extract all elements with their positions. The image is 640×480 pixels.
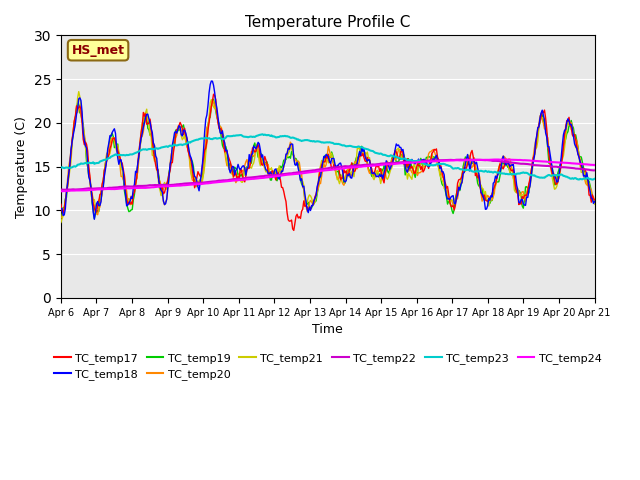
Line: TC_temp18: TC_temp18 <box>61 81 595 219</box>
TC_temp24 <box>543 159 550 165</box>
TC_temp19 <box>358 144 365 149</box>
TC_temp18 <box>57 205 65 211</box>
X-axis label: Time: Time <box>312 323 343 336</box>
TC_temp20 <box>451 200 458 206</box>
TC_temp19 <box>383 168 391 173</box>
TC_temp19 <box>591 201 598 206</box>
TC_temp23 <box>589 177 596 182</box>
TC_temp19 <box>284 155 292 161</box>
TC_temp23 <box>57 165 65 170</box>
TC_temp22 <box>451 157 458 163</box>
TC_temp23 <box>259 132 266 137</box>
TC_temp22 <box>356 162 364 168</box>
TC_temp24 <box>449 157 457 163</box>
TC_temp22 <box>57 187 65 192</box>
TC_temp19 <box>90 216 98 221</box>
TC_temp22 <box>383 160 390 166</box>
TC_temp22 <box>544 163 552 169</box>
Line: TC_temp19: TC_temp19 <box>61 99 595 218</box>
TC_temp18 <box>451 201 459 207</box>
TC_temp19 <box>544 147 552 153</box>
TC_temp17 <box>358 153 365 159</box>
TC_temp20 <box>591 198 598 204</box>
TC_temp18 <box>358 144 365 150</box>
TC_temp24 <box>381 161 389 167</box>
TC_temp24 <box>490 156 497 162</box>
TC_temp20 <box>210 98 218 104</box>
TC_temp23 <box>356 144 364 150</box>
TC_temp18 <box>544 144 552 150</box>
TC_temp17 <box>383 162 391 168</box>
TC_temp21 <box>356 150 364 156</box>
TC_temp20 <box>284 150 291 156</box>
TC_temp17 <box>544 141 552 147</box>
Y-axis label: Temperature (C): Temperature (C) <box>15 116 28 217</box>
Line: TC_temp17: TC_temp17 <box>61 94 595 230</box>
TC_temp17 <box>591 197 598 203</box>
TC_temp22 <box>464 156 472 162</box>
TC_temp17 <box>290 228 298 233</box>
TC_temp23 <box>451 166 458 171</box>
TC_temp17 <box>57 202 65 207</box>
TC_temp21 <box>383 175 390 180</box>
TC_temp17 <box>224 153 232 158</box>
Text: HS_met: HS_met <box>72 44 125 57</box>
TC_temp17 <box>210 91 218 97</box>
TC_temp23 <box>223 133 231 139</box>
TC_temp20 <box>57 215 65 220</box>
TC_temp21 <box>57 219 65 225</box>
TC_temp23 <box>284 133 291 139</box>
TC_temp17 <box>451 203 459 208</box>
Line: TC_temp21: TC_temp21 <box>61 92 595 222</box>
TC_temp18 <box>207 78 215 84</box>
TC_temp21 <box>591 201 598 207</box>
Line: TC_temp20: TC_temp20 <box>61 101 595 217</box>
TC_temp20 <box>543 133 550 139</box>
TC_temp18 <box>90 216 98 222</box>
TC_temp21 <box>75 89 83 95</box>
TC_temp23 <box>591 176 598 181</box>
TC_temp19 <box>57 214 65 220</box>
TC_temp22 <box>61 187 69 192</box>
TC_temp21 <box>451 201 458 206</box>
TC_temp19 <box>451 196 459 202</box>
Title: Temperature Profile C: Temperature Profile C <box>245 15 410 30</box>
TC_temp20 <box>224 161 232 167</box>
TC_temp24 <box>223 179 231 184</box>
TC_temp21 <box>224 163 232 168</box>
Line: TC_temp24: TC_temp24 <box>61 159 595 192</box>
TC_temp19 <box>225 163 233 169</box>
TC_temp22 <box>591 168 598 173</box>
TC_temp24 <box>282 172 290 178</box>
TC_temp23 <box>383 153 390 158</box>
Line: TC_temp22: TC_temp22 <box>61 159 595 190</box>
TC_temp18 <box>284 145 292 151</box>
TC_temp18 <box>225 166 233 172</box>
TC_temp23 <box>543 173 550 179</box>
TC_temp24 <box>57 189 65 194</box>
TC_temp21 <box>543 131 550 137</box>
TC_temp19 <box>210 96 218 102</box>
Legend: TC_temp17, TC_temp18, TC_temp19, TC_temp20, TC_temp21, TC_temp22, TC_temp23, TC_: TC_temp17, TC_temp18, TC_temp19, TC_temp… <box>49 348 606 384</box>
TC_temp17 <box>284 210 291 216</box>
TC_temp24 <box>591 162 598 168</box>
TC_temp20 <box>356 149 364 155</box>
TC_temp22 <box>284 171 291 177</box>
TC_temp21 <box>284 154 291 159</box>
TC_temp18 <box>383 160 391 166</box>
TC_temp22 <box>224 177 232 183</box>
TC_temp18 <box>591 198 598 204</box>
TC_temp24 <box>356 164 364 169</box>
Line: TC_temp23: TC_temp23 <box>61 134 595 180</box>
TC_temp20 <box>383 163 390 169</box>
